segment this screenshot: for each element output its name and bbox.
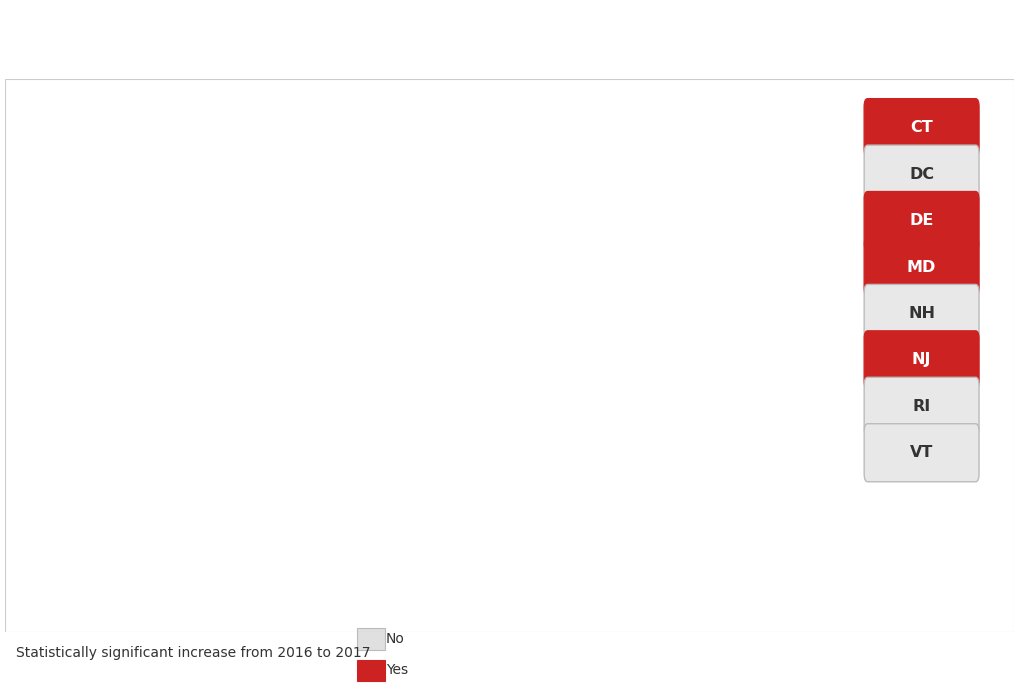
FancyBboxPatch shape [864, 424, 979, 482]
Text: NH: NH [908, 306, 935, 321]
Text: Statistically significant increase from 2016 to 2017: Statistically significant increase from … [15, 646, 370, 660]
FancyBboxPatch shape [864, 377, 979, 435]
FancyBboxPatch shape [864, 99, 979, 157]
Text: RI: RI [912, 399, 931, 414]
Text: CT: CT [910, 120, 933, 135]
Text: NJ: NJ [911, 352, 932, 368]
Text: MD: MD [907, 260, 936, 274]
Text: Yes: Yes [386, 663, 408, 677]
FancyBboxPatch shape [864, 238, 979, 296]
FancyBboxPatch shape [864, 285, 979, 343]
Text: DE: DE [909, 213, 934, 228]
Text: VT: VT [910, 445, 933, 460]
FancyBboxPatch shape [864, 331, 979, 389]
FancyBboxPatch shape [356, 629, 385, 650]
FancyBboxPatch shape [864, 145, 979, 203]
FancyBboxPatch shape [356, 659, 385, 681]
Text: Statistically significant drug overdose death rate increase from 2016 to 2017, U: Statistically significant drug overdose … [16, 37, 990, 55]
Text: No: No [386, 632, 404, 646]
Text: DC: DC [909, 167, 934, 182]
FancyBboxPatch shape [864, 191, 979, 249]
